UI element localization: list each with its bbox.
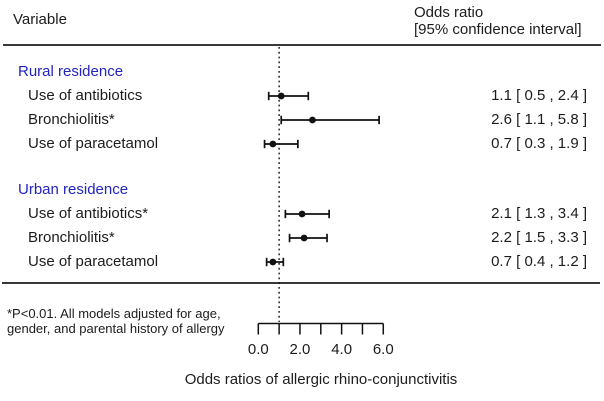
row-value: 1.1 [ 0.5 , 2.4 ] bbox=[491, 87, 587, 104]
or-point-marker bbox=[269, 140, 277, 148]
or-point-marker bbox=[277, 92, 285, 100]
row-label: Use of paracetamol bbox=[28, 253, 159, 270]
footnote-line2: gender, and parental history of allergy bbox=[7, 321, 225, 336]
or-point-marker bbox=[309, 116, 316, 124]
or-point-marker bbox=[298, 210, 306, 218]
footnote-line1: *P<0.01. All models adjusted for age, bbox=[7, 306, 221, 321]
row-value: 2.6 [ 1.1 , 5.8 ] bbox=[491, 111, 587, 128]
row-value: 0.7 [ 0.4 , 1.2 ] bbox=[491, 253, 587, 270]
group-label: Rural residence bbox=[18, 63, 124, 80]
row-label: Bronchiolitis* bbox=[28, 229, 115, 246]
row-value: 2.1 [ 1.3 , 3.4 ] bbox=[491, 205, 587, 222]
row-value: 2.2 [ 1.5 , 3.3 ] bbox=[491, 229, 587, 246]
x-axis-tick-label: 4.0 bbox=[331, 341, 352, 358]
column-header-variable: Variable bbox=[13, 11, 67, 28]
or-point-marker bbox=[300, 234, 308, 242]
x-axis-tick-label: 0.0 bbox=[248, 341, 269, 358]
top-rule bbox=[3, 44, 601, 46]
row-label: Use of antibiotics* bbox=[28, 205, 149, 222]
footnote: *P<0.01. All models adjusted for age, ge… bbox=[7, 306, 225, 336]
group-label: Urban residence bbox=[18, 181, 129, 198]
odds-ratio-header-line: Odds ratio bbox=[414, 4, 484, 21]
x-axis-tick-label: 6.0 bbox=[373, 341, 394, 358]
x-axis-title: Odds ratios of allergic rhino-conjunctiv… bbox=[184, 371, 458, 388]
row-label: Use of antibiotics bbox=[28, 87, 143, 104]
ci-header-line: [95% confidence interval] bbox=[414, 21, 582, 38]
row-label: Use of paracetamol bbox=[28, 135, 159, 152]
bottom-rule bbox=[2, 282, 600, 284]
column-header-odds-ratio: Odds ratio [95% confidence interval] bbox=[414, 4, 582, 38]
x-axis-tick-label: 2.0 bbox=[290, 341, 311, 358]
or-point-marker bbox=[269, 258, 277, 266]
row-label: Bronchiolitis* bbox=[28, 111, 115, 128]
row-value: 0.7 [ 0.3 , 1.9 ] bbox=[491, 135, 587, 152]
